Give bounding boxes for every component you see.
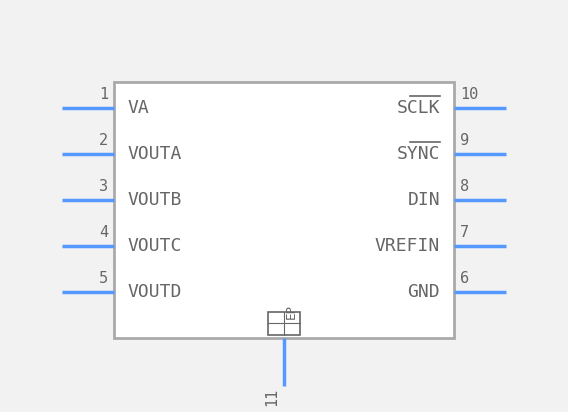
- Bar: [114, 82, 454, 338]
- Text: VREFIN: VREFIN: [375, 237, 440, 255]
- Text: 6: 6: [460, 271, 469, 286]
- Text: 11: 11: [264, 388, 279, 406]
- Text: 3: 3: [99, 179, 108, 194]
- Text: SYNC: SYNC: [396, 145, 440, 163]
- Text: 10: 10: [460, 87, 478, 102]
- Text: SCLK: SCLK: [396, 99, 440, 117]
- Text: GND: GND: [408, 283, 440, 301]
- Text: 8: 8: [460, 179, 469, 194]
- Text: VOUTB: VOUTB: [128, 191, 182, 209]
- Text: 4: 4: [99, 225, 108, 240]
- Text: 5: 5: [99, 271, 108, 286]
- Text: 9: 9: [460, 133, 469, 148]
- Bar: [268, 312, 300, 335]
- Text: EP: EP: [285, 304, 298, 318]
- Text: VOUTD: VOUTD: [128, 283, 182, 301]
- Text: 2: 2: [99, 133, 108, 148]
- Text: DIN: DIN: [408, 191, 440, 209]
- Text: VA: VA: [128, 99, 149, 117]
- Text: 1: 1: [99, 87, 108, 102]
- Text: VOUTC: VOUTC: [128, 237, 182, 255]
- Text: 7: 7: [460, 225, 469, 240]
- Text: VOUTA: VOUTA: [128, 145, 182, 163]
